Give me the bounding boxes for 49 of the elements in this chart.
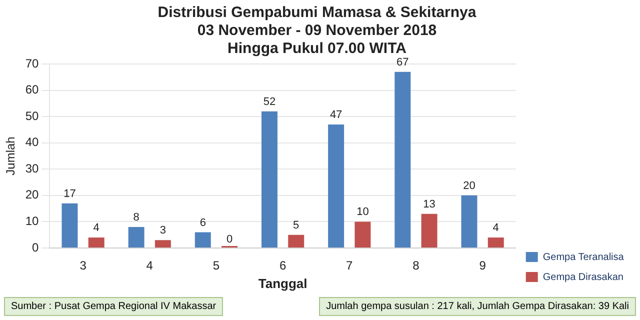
y-tick-label: 40	[25, 135, 40, 150]
y-tick-label: 60	[25, 82, 40, 97]
bar	[328, 124, 344, 248]
data-label: 8	[133, 212, 140, 224]
data-label: 3	[160, 224, 166, 237]
data-label: 52	[263, 96, 276, 108]
y-tick-label: 10	[25, 214, 40, 228]
bar	[88, 237, 104, 248]
bar	[261, 111, 278, 248]
x-tick-label: 4	[146, 258, 154, 273]
bar	[154, 240, 171, 248]
bar	[128, 226, 144, 248]
x-tick-label: 8	[412, 258, 420, 273]
y-axis-title: Jumlah	[4, 136, 18, 176]
y-tick-label: 0	[32, 240, 40, 254]
bar	[461, 195, 478, 248]
data-label: 4	[93, 222, 100, 234]
bar	[488, 237, 504, 248]
data-label: 6	[200, 216, 206, 229]
x-tick-label: 3	[80, 258, 87, 273]
y-tick-label: 20	[25, 188, 40, 202]
x-axis-title: Tanggal	[258, 276, 308, 291]
data-label: 13	[423, 198, 436, 210]
bar	[354, 222, 371, 248]
text: Sumber : Pusat Gempa Regional IV Makassar	[4, 296, 224, 316]
x-tick-label: 5	[212, 258, 220, 273]
text: Jumlah gempa susulan : 217 kali, Jumlah Gempa Dirasakan: 39 Kali	[319, 296, 636, 316]
x-tick-label: 7	[346, 258, 354, 273]
data-label: 47	[330, 108, 342, 121]
bar	[421, 214, 438, 248]
x-tick-label: 6	[279, 258, 286, 273]
bar	[394, 72, 411, 248]
y-tick-label: 30	[25, 161, 40, 176]
x-tick-label: 9	[479, 258, 486, 273]
data-label: 0	[226, 234, 233, 246]
bar	[194, 232, 211, 248]
bar	[288, 234, 304, 248]
data-label: 17	[64, 188, 76, 200]
legend-label: Gempa Teranalisa	[542, 252, 624, 263]
data-label: 10	[356, 206, 369, 218]
legend-label: Gempa Dirasakan	[542, 272, 624, 283]
y-tick-label: 70	[25, 56, 40, 70]
data-label: 5	[293, 219, 300, 232]
chart-title: Distribusi Gempabumi Mamasa & Sekitarnya 03 November - 09 November 2018 Hingga Pukul 07.00 WITA	[158, 4, 477, 58]
y-tick-label: 50	[25, 108, 40, 123]
data-label: 67	[396, 56, 409, 68]
bar	[62, 203, 78, 248]
data-label: 4	[492, 222, 499, 234]
data-label: 20	[463, 180, 476, 192]
